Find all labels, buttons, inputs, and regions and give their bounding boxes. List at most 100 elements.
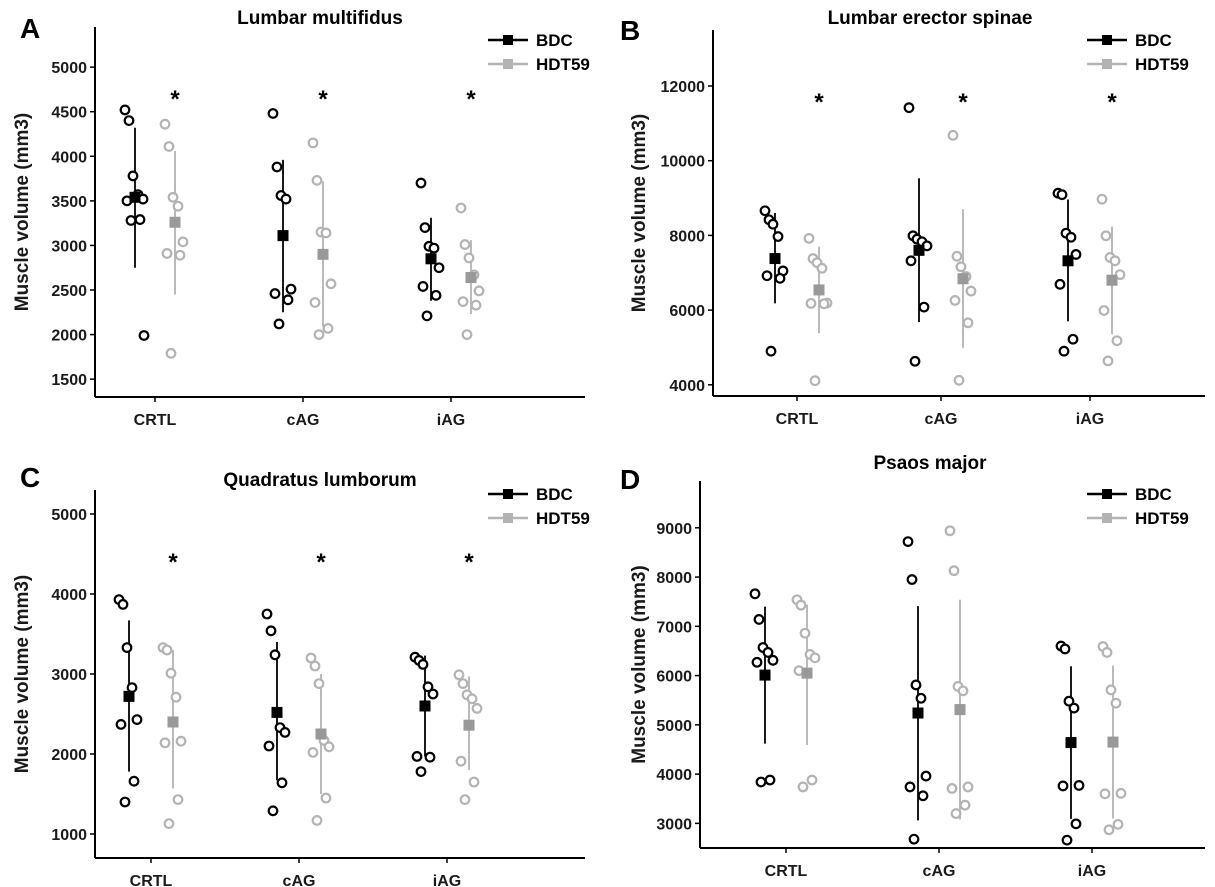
data-point (957, 685, 969, 697)
data-point (946, 782, 958, 794)
data-point (1057, 780, 1069, 792)
data-point (466, 693, 478, 705)
data-point (172, 794, 184, 805)
data-point (265, 625, 277, 637)
x-tick-label: cAG (287, 412, 320, 429)
mean-marker (317, 248, 329, 260)
data-point (1109, 255, 1121, 267)
data-point (138, 330, 150, 341)
data-point (1102, 355, 1114, 367)
legend-label: BDC (536, 485, 573, 504)
data-point (806, 774, 818, 786)
panel-letter: C (20, 462, 40, 493)
data-point (1061, 834, 1073, 846)
data-point (1105, 684, 1117, 696)
data-point (455, 755, 467, 767)
chart-title: Quadratus lumborum (223, 470, 416, 491)
mean-marker (169, 216, 181, 228)
y-tick-label: 4000 (656, 767, 692, 784)
data-point (965, 285, 977, 297)
legend-label: HDT59 (1135, 55, 1189, 74)
panel-letter: B (620, 15, 640, 46)
data-point (953, 374, 965, 386)
data-point (119, 796, 131, 808)
data-point (1070, 818, 1082, 830)
data-point (468, 776, 480, 788)
legend-marker (503, 35, 513, 45)
mean-marker (1106, 274, 1118, 286)
data-point (951, 250, 963, 262)
data-point (1063, 695, 1075, 707)
data-point (126, 682, 138, 693)
y-axis-label: Muscle volume (mm3) (12, 575, 33, 774)
series-HDT59 (159, 118, 485, 359)
mean-marker (315, 728, 327, 740)
data-point (944, 525, 956, 537)
legend-marker (503, 513, 513, 523)
data-point (131, 714, 143, 725)
y-axis-label: Muscle volume (mm3) (12, 113, 33, 312)
data-point (1115, 787, 1127, 799)
data-point (163, 818, 175, 829)
x-tick-label: CRTL (134, 412, 177, 429)
data-point (767, 654, 779, 666)
mean-marker (1107, 736, 1119, 748)
data-point (1096, 193, 1108, 205)
data-point (1100, 230, 1112, 242)
data-point (762, 647, 774, 658)
y-tick-label: 8000 (656, 570, 692, 587)
data-point (285, 283, 297, 295)
data-point (323, 741, 335, 753)
data-point (805, 297, 817, 309)
legend-marker (1102, 35, 1112, 45)
data-point (280, 193, 292, 205)
data-point (309, 297, 321, 308)
data-point (909, 355, 921, 367)
data-point (902, 536, 914, 547)
data-point (125, 215, 137, 226)
y-tick-label: 3000 (51, 667, 87, 684)
data-point (905, 255, 917, 267)
x-tick-label: cAG (923, 863, 956, 880)
data-point (1068, 702, 1080, 714)
data-point (1065, 231, 1077, 243)
y-tick-label: 5000 (51, 60, 87, 77)
data-point (774, 272, 786, 284)
data-point (165, 667, 177, 679)
data-point (170, 691, 182, 703)
data-point (1111, 335, 1123, 347)
significance-star: * (466, 86, 476, 113)
data-point (127, 170, 139, 182)
data-point (123, 115, 135, 127)
data-point (269, 288, 281, 299)
data-point (172, 200, 184, 212)
x-tick-label: iAG (433, 873, 461, 887)
data-point (1112, 818, 1124, 830)
data-point (121, 642, 133, 653)
data-point (749, 588, 761, 600)
data-point (322, 322, 334, 334)
y-tick-label: 3000 (656, 816, 692, 833)
series-HDT59 (803, 129, 1126, 387)
chart-title: Lumbar multifidus (237, 8, 403, 29)
y-tick-label: 8000 (669, 228, 705, 245)
data-point (307, 747, 319, 758)
data-point (948, 565, 960, 577)
data-point (950, 808, 962, 819)
mean-marker (277, 230, 289, 242)
x-tick-label: iAG (1076, 411, 1104, 428)
legend-label: BDC (1135, 31, 1172, 50)
data-point (267, 805, 279, 817)
data-point (759, 205, 771, 217)
data-point (415, 177, 427, 189)
data-point (455, 202, 467, 214)
panel-letter: D (620, 464, 640, 495)
x-tick-label: CRTL (765, 863, 808, 880)
data-point (767, 218, 779, 230)
data-point (910, 679, 922, 691)
data-point (161, 644, 173, 656)
mean-marker (769, 253, 781, 265)
x-tick-label: iAG (437, 412, 465, 429)
data-point (311, 174, 323, 186)
